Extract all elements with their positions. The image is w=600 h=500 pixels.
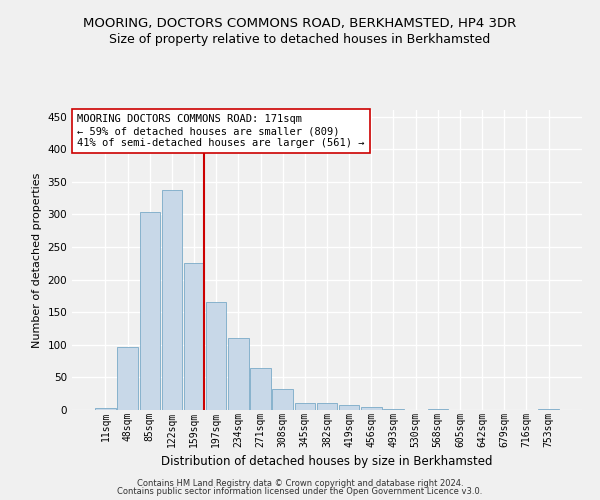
Bar <box>118 346 138 410</box>
Bar <box>161 190 182 410</box>
Text: Size of property relative to detached houses in Berkhamsted: Size of property relative to detached ho… <box>109 32 491 46</box>
Text: Contains HM Land Registry data © Crown copyright and database right 2024.: Contains HM Land Registry data © Crown c… <box>137 478 463 488</box>
Bar <box>295 403 315 410</box>
Text: Contains public sector information licensed under the Open Government Licence v3: Contains public sector information licen… <box>118 487 482 496</box>
Bar <box>272 389 293 410</box>
Bar <box>95 408 116 410</box>
X-axis label: Distribution of detached houses by size in Berkhamsted: Distribution of detached houses by size … <box>161 455 493 468</box>
Text: MOORING DOCTORS COMMONS ROAD: 171sqm
← 59% of detached houses are smaller (809)
: MOORING DOCTORS COMMONS ROAD: 171sqm ← 5… <box>77 114 365 148</box>
Bar <box>317 404 337 410</box>
Text: MOORING, DOCTORS COMMONS ROAD, BERKHAMSTED, HP4 3DR: MOORING, DOCTORS COMMONS ROAD, BERKHAMST… <box>83 18 517 30</box>
Bar <box>339 406 359 410</box>
Bar <box>228 338 248 410</box>
Bar <box>184 264 204 410</box>
Bar <box>250 368 271 410</box>
Bar <box>361 408 382 410</box>
Bar <box>140 212 160 410</box>
Y-axis label: Number of detached properties: Number of detached properties <box>32 172 42 348</box>
Bar <box>206 302 226 410</box>
